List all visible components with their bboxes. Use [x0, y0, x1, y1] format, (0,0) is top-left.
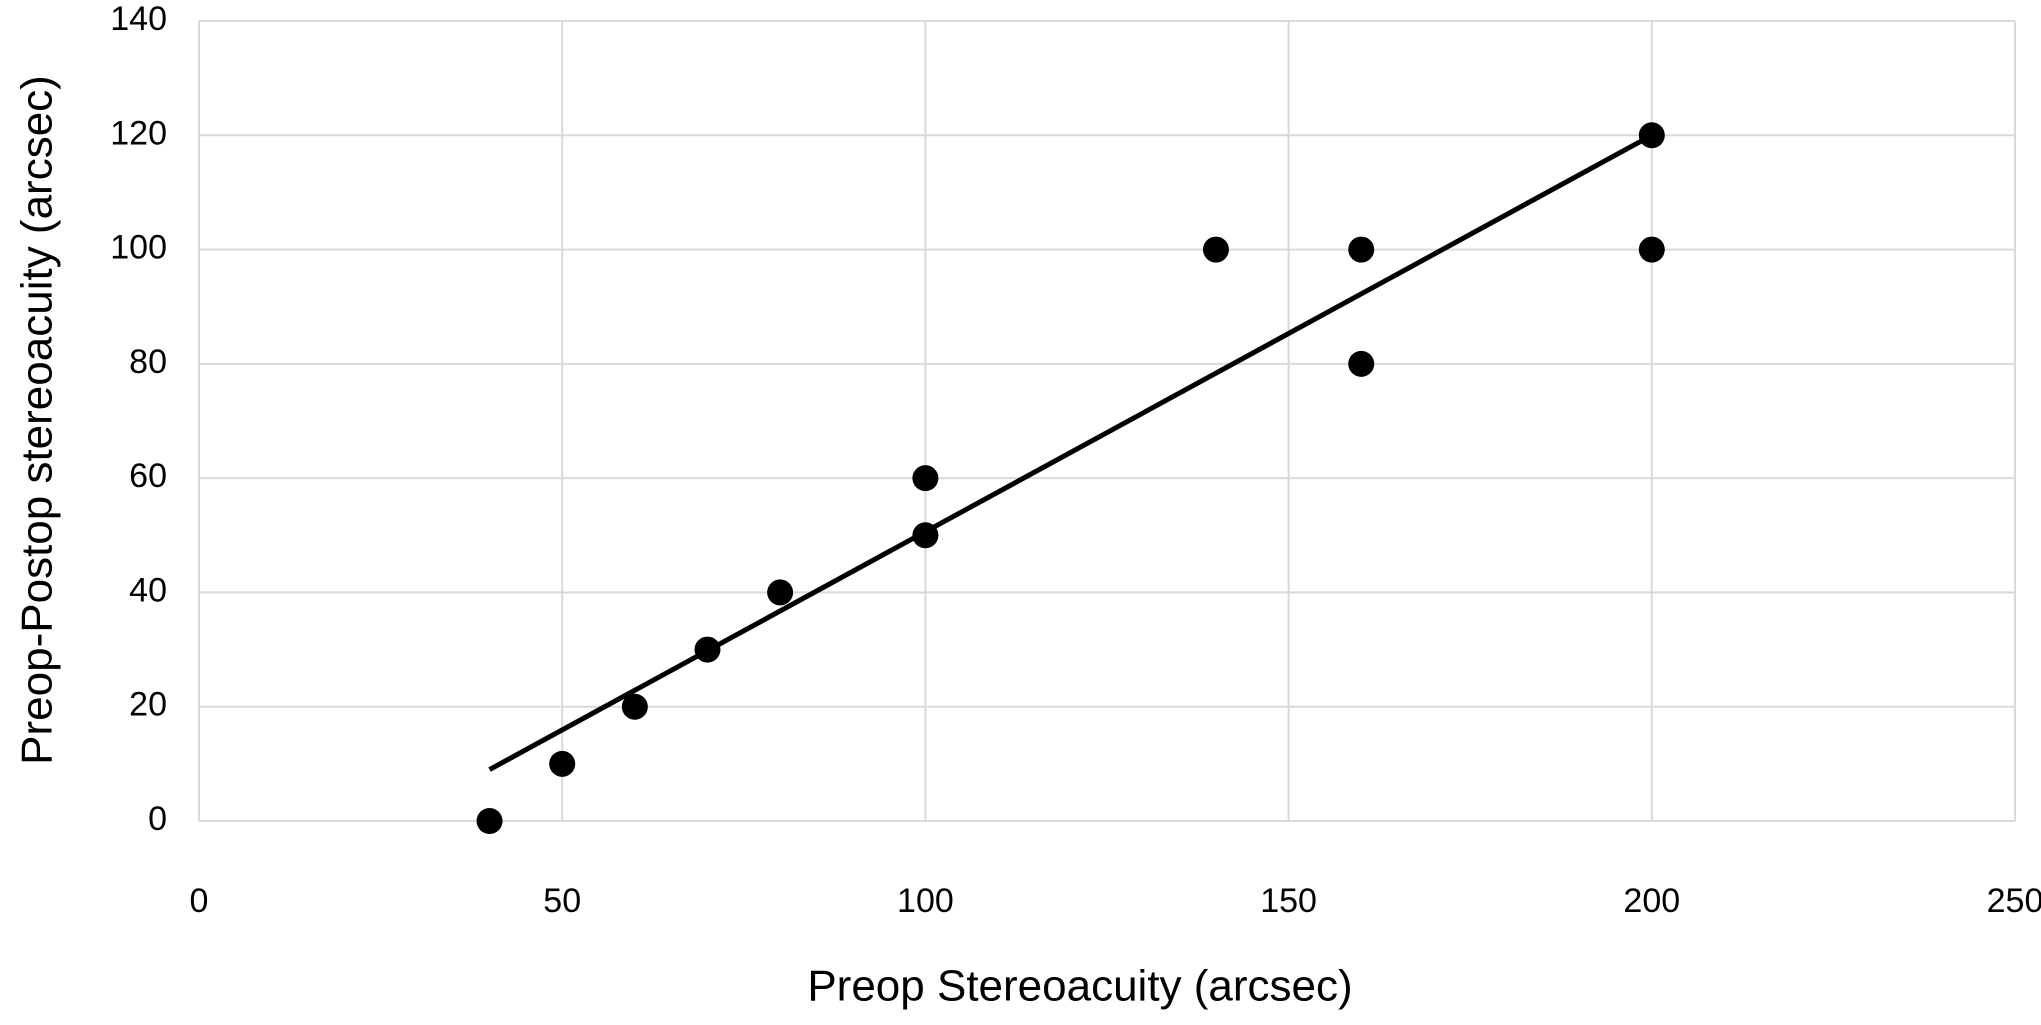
data-point — [549, 750, 576, 777]
data-point — [1202, 236, 1229, 263]
data-point — [767, 579, 794, 606]
y-tick-label: 80 — [129, 343, 167, 381]
x-tick-label: 150 — [1260, 882, 1317, 920]
data-point — [1348, 350, 1375, 377]
y-tick-label: 20 — [129, 686, 167, 724]
y-tick-label: 120 — [110, 114, 167, 152]
data-point — [694, 636, 721, 663]
x-tick-label: 100 — [897, 882, 954, 920]
y-tick-label: 100 — [110, 229, 167, 267]
y-tick-label: 40 — [129, 571, 167, 609]
x-tick-label: 250 — [1987, 882, 2041, 920]
y-tick-label: 60 — [129, 457, 167, 495]
data-point — [476, 808, 503, 834]
data-point — [621, 693, 648, 720]
x-tick-label: 50 — [543, 882, 581, 920]
x-axis-title: Preop Stereoacuity (arcsec) — [807, 962, 1352, 1011]
data-point — [1638, 122, 1665, 149]
data-point — [912, 465, 939, 492]
x-tick-label: 0 — [190, 882, 209, 920]
y-axis-title: Preop-Postop stereoacuity (arcsec) — [13, 75, 62, 765]
trend-line — [488, 133, 1653, 772]
data-point — [1638, 236, 1665, 263]
y-tick-label: 0 — [148, 800, 167, 838]
x-tick-label: 200 — [1623, 882, 1680, 920]
y-tick-label: 140 — [110, 0, 167, 38]
data-point — [912, 522, 939, 549]
data-point — [1348, 236, 1375, 263]
